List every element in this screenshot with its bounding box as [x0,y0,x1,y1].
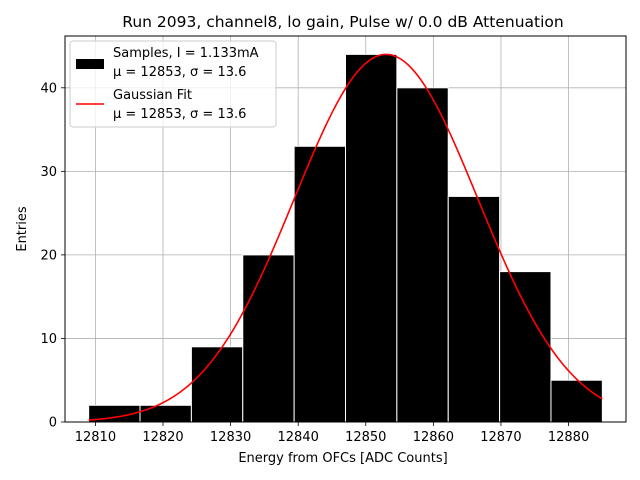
x-axis-label: Energy from OFCs [ADC Counts] [238,451,447,466]
y-axis-label: Entries [15,206,30,252]
gaussian-fit-layer [88,53,603,421]
y-tick-label: 0 [49,416,57,431]
legend-fit-stats: μ = 12853, σ = 13.6 [113,107,246,122]
histogram-bar [345,53,398,423]
x-axis-ticks: 12810 12820 12830 12840 12850 12860 12870 12880 [75,422,589,445]
legend-samples-swatch [76,59,104,69]
histogram-bar [293,145,346,423]
x-tick-label: 12810 [75,430,116,445]
x-tick-label: 12880 [548,430,589,445]
y-tick-label: 10 [40,332,57,347]
y-axis-ticks: 0 10 20 30 40 [40,81,65,431]
histogram-bar [499,271,552,423]
legend-box [69,40,277,128]
histogram-bar [447,195,501,423]
x-tick-label: 12840 [278,430,319,445]
legend-samples-stats: μ = 12853, σ = 13.6 [113,65,246,80]
histogram-bar [139,404,192,423]
x-tick-label: 12860 [413,430,454,445]
x-tick-label: 12850 [345,430,386,445]
histogram-bar [242,254,295,423]
legend: Samples, I = 1.133mA μ = 12853, σ = 13.6… [69,40,277,128]
gaussian-fit-curve [88,53,603,421]
legend-fit-label: Gaussian Fit [113,88,192,103]
y-tick-label: 40 [40,81,57,96]
x-tick-label: 12820 [142,430,183,445]
y-tick-label: 20 [40,248,57,263]
histogram-bars [88,53,603,423]
histogram-bar [190,346,244,423]
plot-frame [64,35,627,423]
x-tick-label: 12830 [210,430,251,445]
histogram-bar [550,379,603,423]
legend-samples-label: Samples, I = 1.133mA [113,46,259,61]
histogram-bar [396,87,449,423]
chart-title: Run 2093, channel8, lo gain, Pulse w/ 0.… [122,13,563,31]
x-tick-label: 12870 [480,430,521,445]
y-tick-label: 30 [40,165,57,180]
